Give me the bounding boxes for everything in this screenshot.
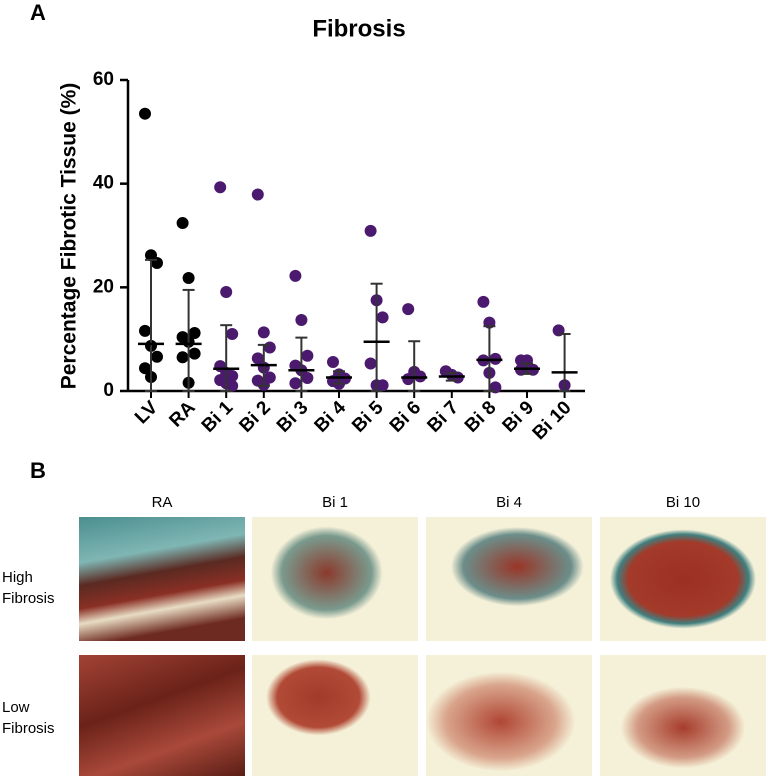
data-point — [151, 256, 163, 269]
data-point — [251, 352, 264, 365]
y-axis-label: Percentage Fibrotic Tissue (%) — [58, 83, 81, 390]
column-label: Bi 4 — [496, 494, 522, 511]
data-point — [364, 357, 377, 370]
histology-image — [252, 517, 418, 641]
data-point — [176, 217, 189, 230]
x-tick-label: RA — [165, 397, 199, 431]
histology-image — [426, 517, 592, 641]
data-point — [251, 188, 264, 201]
column-label: Bi 10 — [665, 494, 701, 511]
data-point — [376, 311, 389, 324]
data-point — [188, 326, 201, 339]
data-point — [263, 341, 276, 354]
histology-image — [600, 517, 766, 641]
histology-image — [600, 655, 766, 776]
x-tick-label: Bi 2 — [235, 397, 274, 436]
row-label: High Fibrosis — [2, 569, 55, 607]
data-point — [301, 349, 314, 362]
y-tick-label: 0 — [103, 380, 114, 401]
histology-image — [79, 517, 245, 641]
x-tick-label: Bi 7 — [423, 397, 462, 436]
data-point — [402, 303, 415, 316]
y-tick-label: 20 — [93, 276, 114, 297]
chart: A Fibrosis Percentage Fibrotic Tissue (%… — [30, 0, 585, 444]
x-tick-label: Bi 3 — [273, 397, 312, 436]
panel-label: A — [30, 0, 46, 25]
data-point — [220, 285, 233, 298]
x-tick-label: Bi 5 — [348, 397, 388, 437]
x-tick-label: LV — [131, 397, 162, 428]
data-point — [327, 355, 339, 368]
data-point — [151, 350, 163, 363]
data-point — [257, 326, 270, 339]
data-point — [402, 373, 415, 386]
data-point — [477, 295, 490, 308]
data-point — [139, 324, 151, 337]
data-point — [226, 379, 239, 392]
data-point — [182, 272, 195, 285]
data-point — [214, 181, 227, 194]
column-label: Bi 1 — [322, 494, 348, 511]
data-point — [289, 377, 302, 390]
column-label: RA — [151, 494, 173, 511]
data-point — [289, 269, 302, 282]
x-tick-label: Bi 6 — [386, 397, 425, 436]
row-label: Low Fibrosis — [2, 699, 55, 737]
y-tick-label: 60 — [93, 69, 114, 90]
data-point — [188, 347, 201, 360]
data-point — [139, 362, 151, 375]
x-tick-label: Bi 8 — [461, 397, 500, 436]
data-point — [226, 327, 239, 340]
x-tick-label: Bi 4 — [311, 397, 351, 437]
histology-image — [252, 655, 418, 776]
data-point — [376, 379, 389, 392]
histology-image — [79, 655, 245, 776]
y-tick-label: 40 — [93, 173, 114, 194]
data-point — [301, 372, 314, 385]
panel-label: B — [30, 458, 46, 483]
x-tick-label: Bi 10 — [529, 397, 576, 444]
data-point — [295, 313, 308, 326]
histology-image — [426, 655, 592, 776]
data-point — [139, 107, 151, 120]
data-point — [364, 224, 377, 237]
data-point — [176, 351, 189, 364]
x-tick-label: Bi 1 — [198, 397, 238, 437]
chart-title: Fibrosis — [312, 15, 405, 42]
